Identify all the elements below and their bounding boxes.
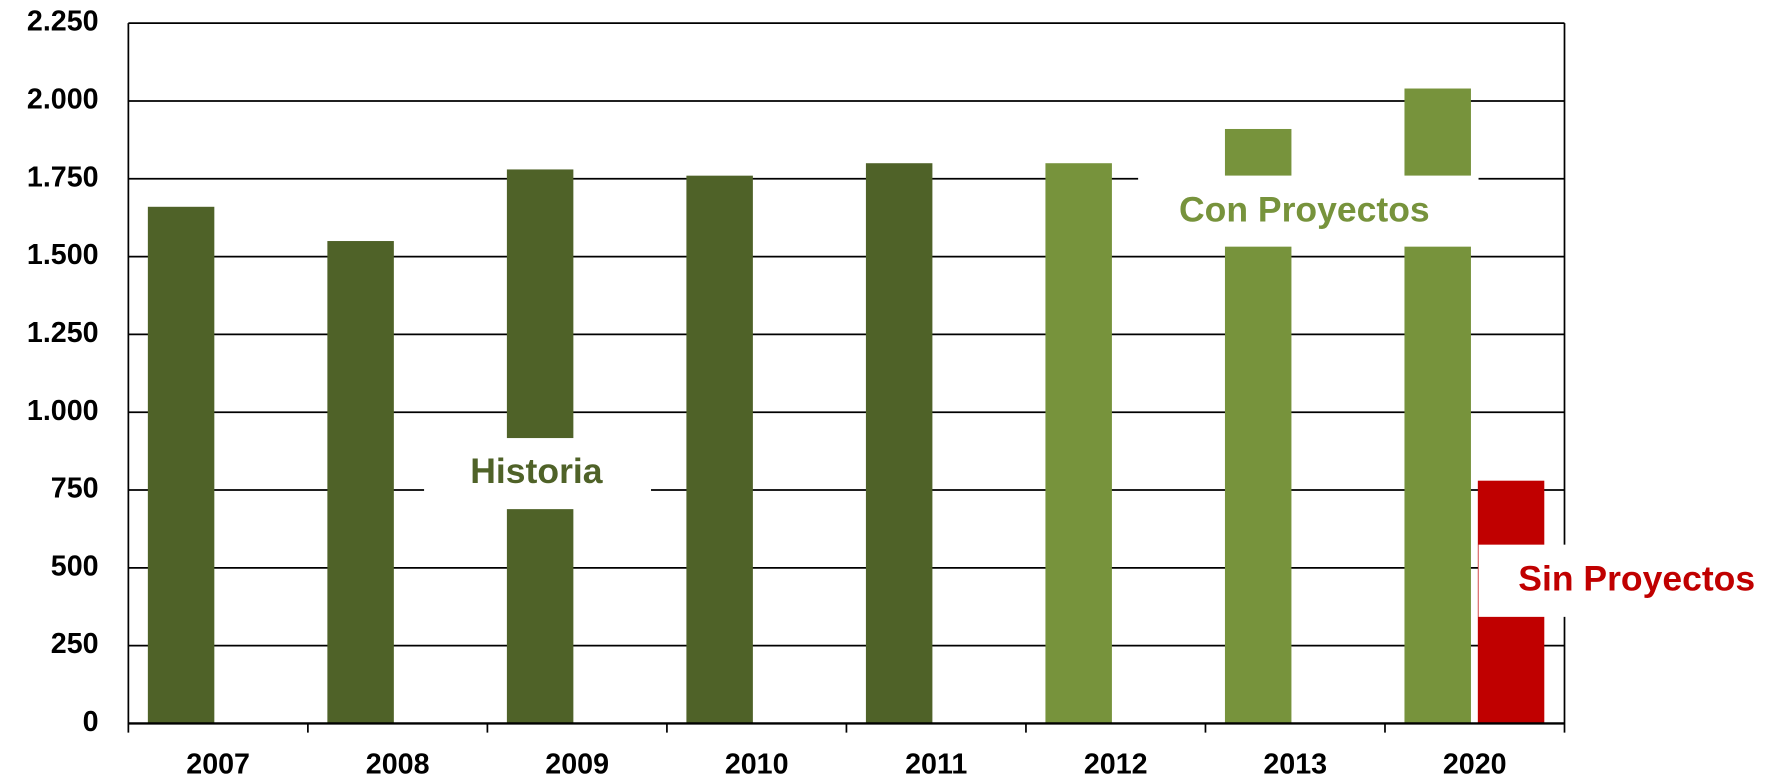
y-tick-label: 1.750 (27, 161, 99, 193)
bar (1045, 163, 1112, 724)
bar (327, 241, 394, 724)
series-label: Historia (470, 451, 602, 491)
x-tick-label: 2012 (1084, 748, 1148, 780)
y-tick-label: 1.250 (27, 317, 99, 349)
bar (686, 175, 753, 724)
bar (147, 206, 215, 724)
y-tick-label: 500 (51, 550, 99, 582)
y-tick-label: 0 (83, 706, 99, 738)
series-label: Con Proyectos (1179, 190, 1430, 230)
x-tick-label: 2020 (1443, 748, 1507, 780)
y-tick-label: 2.000 (27, 84, 99, 116)
series-label: Sin Proyectos (1518, 559, 1755, 599)
x-tick-label: 2009 (545, 748, 609, 780)
x-tick-label: 2007 (186, 748, 250, 780)
bar (865, 163, 933, 724)
label-box (424, 438, 652, 510)
y-tick-label: 1.500 (27, 239, 99, 271)
y-tick-label: 2.250 (27, 6, 99, 38)
x-tick-label: 2010 (725, 748, 789, 780)
x-tick-label: 2013 (1263, 748, 1327, 780)
x-tick-label: 2011 (905, 748, 967, 780)
label-box (1138, 175, 1479, 247)
y-tick-label: 750 (51, 473, 99, 505)
x-tick-label: 2008 (366, 748, 430, 780)
label-box (1478, 544, 1777, 617)
y-tick-label: 1.000 (27, 395, 99, 427)
y-tick-label: 250 (51, 628, 99, 660)
